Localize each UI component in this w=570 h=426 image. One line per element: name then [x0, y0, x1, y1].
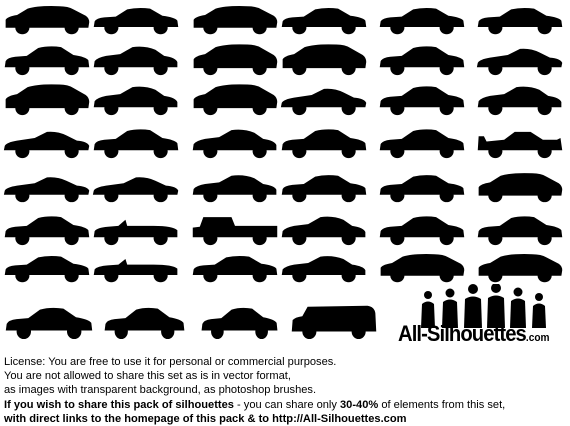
sedan-icon [200, 302, 279, 340]
license-line-5: with direct links to the homepage of thi… [4, 412, 407, 425]
convertible-icon [92, 211, 180, 246]
van-icon [290, 302, 378, 340]
sedan-icon [280, 124, 368, 159]
license-line-2: You are not allowed to share this set as… [4, 370, 291, 383]
sedan-icon [191, 251, 279, 283]
license-share-end: of elements from this set, [378, 398, 506, 411]
coupe-icon [92, 81, 180, 116]
hatchback-icon [191, 41, 279, 76]
hatchback-icon [280, 41, 368, 76]
hatchback-icon [378, 251, 466, 283]
sedan-icon [103, 302, 186, 340]
logo-name: All-Silhouettes [398, 321, 527, 346]
license-share-percent: 30-40% [340, 398, 379, 411]
hatchback-icon [191, 81, 279, 116]
sedan-icon [378, 3, 466, 35]
sedan-icon [4, 302, 94, 340]
license-line-3: as images with transparent background, a… [4, 384, 317, 397]
license-text: License: You are free to use it for pers… [4, 355, 566, 426]
sedan-icon [3, 251, 91, 283]
people-silhouettes-icon [421, 284, 546, 328]
race-car-icon [476, 124, 564, 159]
sedan-icon [378, 41, 466, 76]
sedan-icon [378, 124, 466, 159]
coupe-icon [280, 251, 368, 283]
sports-car-icon [280, 81, 368, 116]
coupe-icon [476, 81, 564, 116]
sedan-icon [3, 41, 91, 76]
hatchback-icon [476, 251, 564, 283]
sedan-icon [476, 3, 564, 35]
license-line-4: If you wish to share this pack of silhou… [4, 398, 566, 412]
coupe-icon [191, 124, 279, 159]
logo-wordmark: All-Silhouettes.com [398, 321, 556, 347]
license-share-text: - you can share only [233, 398, 340, 411]
convertible-icon [92, 251, 180, 283]
sedan-icon [378, 211, 466, 246]
coupe-icon [92, 41, 180, 76]
hatchback-icon [476, 170, 564, 203]
sedan-icon [280, 3, 368, 35]
hatchback-icon [3, 81, 91, 116]
all-silhouettes-logo: All-Silhouettes.com [398, 284, 570, 350]
sedan-icon [378, 81, 466, 116]
sports-car-icon [476, 41, 564, 76]
logo-suffix: .com [525, 332, 550, 344]
car-silhouette-grid [3, 3, 564, 340]
sedan-icon [3, 211, 91, 246]
sedan-icon [92, 3, 180, 35]
license-line-1: License: You are free to use it for pers… [4, 356, 337, 368]
hatchback-icon [191, 3, 279, 35]
sedan-icon [378, 170, 466, 203]
sedan-icon [476, 211, 564, 246]
sedan-icon [280, 170, 368, 203]
sports-car-icon [92, 170, 180, 203]
pickup-icon [191, 211, 279, 246]
sedan-icon [92, 124, 180, 159]
sports-car-icon [3, 124, 91, 159]
license-share-note: If you wish to share this pack of silhou… [4, 398, 234, 411]
coupe-icon [280, 211, 368, 246]
coupe-icon [191, 170, 279, 203]
hatchback-icon [3, 3, 91, 35]
sports-car-icon [3, 170, 91, 203]
